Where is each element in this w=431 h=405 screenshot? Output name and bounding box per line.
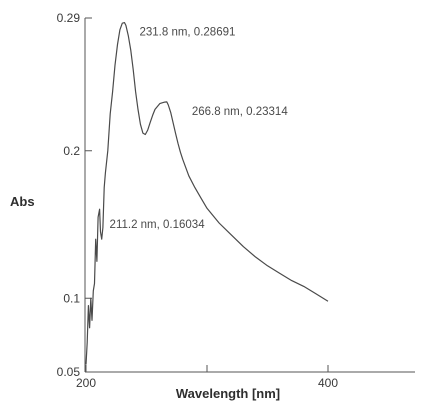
y-tick-label: 0.1 [63, 291, 80, 305]
annotations: 231.8 nm, 0.28691 266.8 nm, 0.23314 211.2 … [110, 27, 289, 232]
peak-annotation: 231.8 nm, 0.28691 [139, 27, 235, 39]
peak-annotation: 211.2 nm, 0.16034 [110, 219, 206, 231]
x-ticks: 200 400 [76, 365, 338, 390]
x-tick-label: 400 [318, 376, 338, 390]
x-axis-title: Wavelength [nm] [176, 386, 280, 401]
y-tick-label: 0.29 [57, 11, 81, 25]
y-axis-title: Abs [10, 194, 35, 209]
peak-annotation: 266.8 nm, 0.23314 [192, 106, 289, 118]
axes [84, 18, 415, 373]
y-ticks: 0.05 0.1 0.2 0.29 [57, 11, 92, 379]
y-tick-label: 0.05 [57, 365, 81, 379]
x-tick-label: 200 [76, 376, 96, 390]
series-line [85, 22, 329, 365]
y-tick-label: 0.2 [63, 144, 80, 158]
